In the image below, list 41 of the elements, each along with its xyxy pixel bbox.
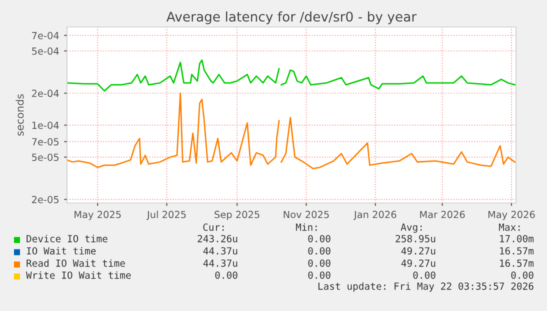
x-tick-label: Jul 2025	[146, 210, 186, 220]
x-tick-label: Sep 2025	[214, 210, 260, 220]
y-tick-label: 5e-05	[32, 154, 59, 161]
y-tick-label: 1e-04	[32, 122, 59, 129]
text: 0.00	[413, 271, 436, 279]
text: 44.37u	[203, 259, 238, 267]
text: 16.57m	[500, 259, 534, 267]
text: 44.37u	[203, 247, 238, 255]
x-tick-label: May 2026	[488, 210, 535, 220]
y-axis-title: seconds	[16, 94, 24, 136]
y-tick-label: 2e-05	[32, 196, 59, 204]
text: Cur:	[203, 223, 224, 231]
text: 0.00	[308, 259, 330, 267]
x-tick-label: Nov 2025	[284, 210, 329, 218]
text: 0.00	[215, 271, 238, 279]
x-tick-label: Mar 2026	[420, 210, 465, 218]
text: 0.00	[308, 271, 330, 279]
y-tick-label: 7e-05	[32, 138, 59, 146]
text: 17.00m	[500, 234, 534, 242]
text: 243.26u	[198, 234, 238, 242]
text: Max:	[498, 224, 520, 231]
y-tick-label: 2e-04	[32, 90, 59, 98]
text: Min:	[296, 223, 317, 231]
x-tick-label: Jan 2026	[353, 210, 396, 220]
text: 258.95u	[396, 234, 436, 242]
text: 49.27u	[401, 247, 436, 255]
x-tick-label: May 2025	[74, 210, 121, 220]
text: Avg:	[400, 224, 422, 233]
text: 0.00	[308, 234, 330, 242]
y-tick-label: 5e-04	[32, 47, 59, 55]
y-tick-label: 7e-04	[32, 32, 59, 40]
legend-label: IO Wait time	[26, 247, 96, 255]
text: Last update: Fri May 22 03:35:57 2026	[318, 282, 534, 292]
legend-label: Read IO Wait time	[26, 259, 125, 267]
chart-title: Average latency for /dev/sr0 - by year	[166, 11, 417, 24]
text: 16.57m	[500, 247, 534, 255]
text: 0.00	[511, 271, 534, 279]
text: 0.00	[308, 247, 330, 255]
text: 49.27u	[401, 259, 436, 267]
legend-label: Write IO Wait time	[26, 271, 131, 279]
legend-label: Device IO time	[26, 234, 108, 242]
